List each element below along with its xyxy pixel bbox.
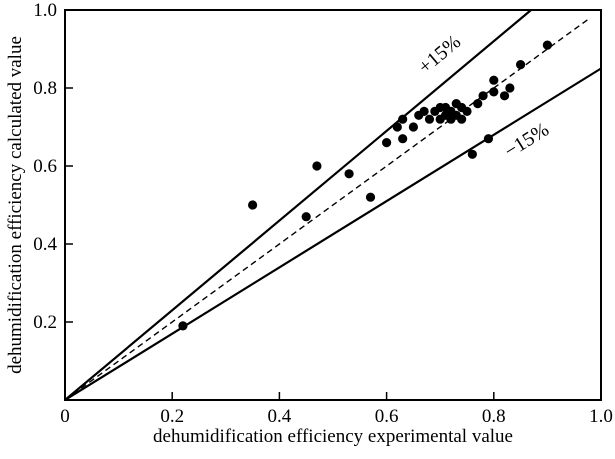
data-point xyxy=(489,87,499,97)
x-tick-label: 0 xyxy=(60,406,70,427)
y-tick-label: 0.8 xyxy=(33,78,57,99)
data-point xyxy=(392,122,402,132)
plot-frame xyxy=(64,9,602,401)
data-point xyxy=(398,134,408,144)
x-tick-label: 0.4 xyxy=(268,406,292,427)
reference-line-plus-15-percent xyxy=(64,9,532,401)
data-point xyxy=(467,149,477,159)
y-tick-label: 1.0 xyxy=(33,0,57,21)
reference-line-identity xyxy=(64,17,591,401)
data-point xyxy=(478,91,488,101)
data-point xyxy=(382,138,392,148)
x-axis-title: dehumidification efficiency experimental… xyxy=(153,426,513,447)
data-point xyxy=(473,99,483,109)
data-point xyxy=(248,200,258,210)
data-point xyxy=(419,106,429,116)
data-point xyxy=(489,75,499,85)
data-point xyxy=(542,40,553,50)
data-point xyxy=(483,134,494,144)
data-point xyxy=(424,114,435,124)
y-tick-label: 0.2 xyxy=(33,312,57,333)
y-axis-title: dehumidification efficiency calculated v… xyxy=(5,36,26,374)
x-tick-label: 1.0 xyxy=(589,406,613,427)
data-point xyxy=(365,192,376,202)
x-tick-label: 0.6 xyxy=(375,406,399,427)
data-point xyxy=(408,122,418,132)
data-point xyxy=(499,91,510,101)
y-tick-label: 0.4 xyxy=(33,234,57,255)
data-point xyxy=(344,169,354,179)
y-tick-label: 0.6 xyxy=(33,156,57,177)
data-point xyxy=(462,106,472,116)
data-point xyxy=(301,212,311,222)
data-point xyxy=(457,114,467,124)
x-tick-label: 0.2 xyxy=(160,406,184,427)
x-tick-label: 0.8 xyxy=(482,406,506,427)
data-point xyxy=(398,114,408,124)
reference-line-minus-15-percent xyxy=(64,67,602,401)
data-point xyxy=(516,60,526,70)
data-point xyxy=(178,321,188,331)
data-point xyxy=(505,83,515,93)
data-point xyxy=(312,161,322,171)
